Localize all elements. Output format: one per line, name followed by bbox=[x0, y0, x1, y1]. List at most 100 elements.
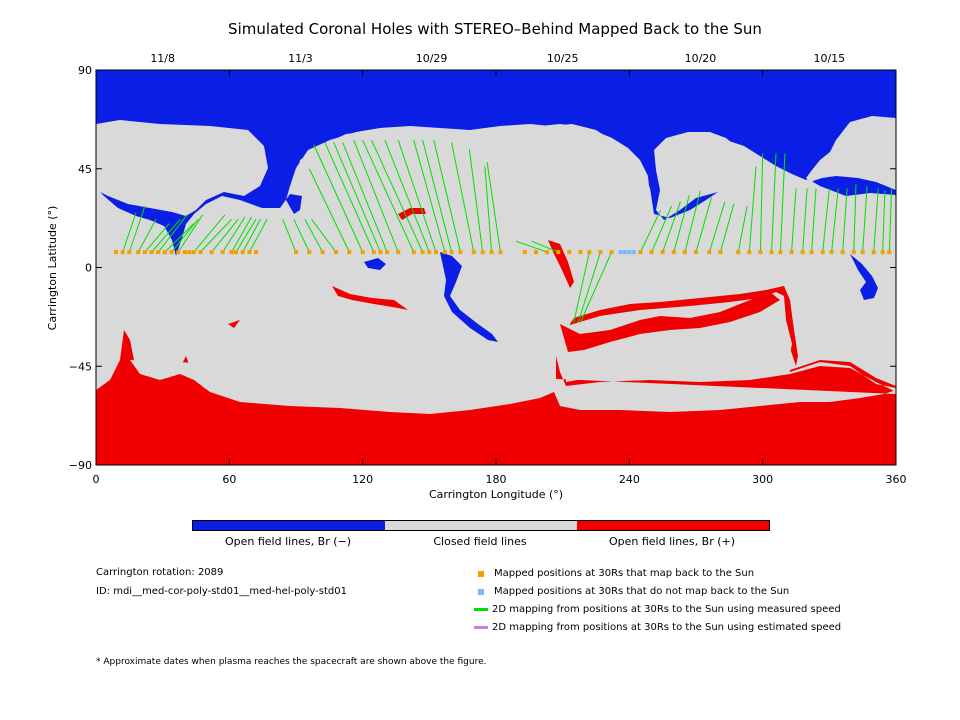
mapped-point bbox=[778, 250, 783, 255]
measured-mapping-line bbox=[313, 144, 364, 253]
mapped-point bbox=[120, 250, 125, 255]
measured-mapping-line bbox=[144, 223, 170, 253]
mapped-point bbox=[294, 250, 298, 255]
measured-mapping-line bbox=[157, 214, 188, 253]
x-tick-label: 120 bbox=[352, 473, 373, 486]
mapped-point bbox=[578, 250, 583, 255]
measured-mapping-line bbox=[484, 166, 493, 253]
mapped-point bbox=[736, 250, 741, 255]
measured-mapping-line bbox=[719, 203, 735, 253]
mapped-point bbox=[545, 250, 550, 255]
mapped-point bbox=[840, 250, 845, 255]
mapped-point bbox=[198, 250, 203, 255]
mapped-point bbox=[307, 250, 312, 255]
mapped-point bbox=[567, 250, 572, 255]
measured-mapping-line bbox=[384, 140, 430, 253]
closed-field-north-middle bbox=[296, 124, 650, 224]
legend-estimated: 2D mapping from positions at 30Rs to the… bbox=[474, 622, 841, 633]
legend-mapped: Mapped positions at 30Rs that map back t… bbox=[478, 568, 754, 579]
legend-mapped-label: Mapped positions at 30Rs that map back t… bbox=[494, 568, 755, 579]
mapped-point bbox=[320, 250, 325, 255]
date-tick-label: 11/3 bbox=[288, 52, 313, 65]
mapped-point bbox=[471, 250, 476, 255]
measured-mapping-line bbox=[771, 153, 777, 253]
legend-measured-swatch bbox=[474, 608, 488, 611]
axis-ticks-layer bbox=[95, 69, 897, 466]
measured-mapping-line bbox=[353, 140, 399, 253]
measured-mapping-line bbox=[433, 140, 461, 253]
mapped-point bbox=[458, 250, 463, 255]
measured-mapping-line bbox=[231, 216, 252, 253]
measured-mapping-line bbox=[791, 188, 797, 253]
chart-title: Simulated Coronal Holes with STEREO–Behi… bbox=[228, 20, 762, 38]
closed-field-north-west bbox=[96, 120, 268, 216]
mapped-point bbox=[649, 250, 654, 255]
legend-measured: 2D mapping from positions at 30Rs to the… bbox=[474, 604, 841, 615]
mapped-point bbox=[149, 250, 154, 255]
colorbar-label-positive: Open field lines, Br (+) bbox=[608, 535, 736, 548]
mapped-point bbox=[442, 250, 447, 255]
mapped-point bbox=[114, 250, 118, 255]
red-patch-middle bbox=[332, 286, 408, 310]
mapped-point bbox=[229, 250, 234, 255]
measured-mapping-line bbox=[515, 240, 548, 253]
mapped-point bbox=[427, 250, 432, 255]
mapped-point bbox=[385, 250, 390, 255]
mapped-point bbox=[169, 250, 174, 255]
mapped-point bbox=[829, 250, 834, 255]
mapped-point bbox=[789, 250, 794, 255]
mapped-point bbox=[434, 250, 438, 255]
mapped-point bbox=[522, 250, 527, 255]
map-regions bbox=[96, 70, 896, 465]
mapped-point bbox=[191, 250, 196, 255]
legend-mapped-swatch bbox=[478, 570, 484, 577]
mapped-point bbox=[136, 250, 141, 255]
mapped-point bbox=[880, 250, 885, 255]
blue-patch-equator-2 bbox=[440, 252, 498, 342]
x-tick-label: 240 bbox=[619, 473, 640, 486]
colorbar bbox=[192, 520, 770, 531]
measured-mapping-line bbox=[200, 218, 232, 253]
measured-mapping-line bbox=[397, 140, 437, 253]
measured-mapping-line bbox=[324, 142, 375, 253]
footnote: * Approximate dates when plasma reaches … bbox=[96, 657, 487, 667]
x-tick-label: 180 bbox=[486, 473, 507, 486]
measured-mapping-line bbox=[151, 218, 181, 253]
mapped-point bbox=[758, 250, 763, 255]
carrington-rotation: Carrington rotation: 2089 bbox=[96, 567, 224, 578]
mapped-point bbox=[176, 250, 181, 255]
mapped-point bbox=[671, 250, 676, 255]
not-mapped-point bbox=[627, 250, 632, 255]
not-mapped-point bbox=[618, 250, 623, 255]
measured-mapping-line bbox=[662, 201, 681, 253]
date-tick-label: 10/29 bbox=[416, 52, 448, 65]
date-tick-label: 10/20 bbox=[685, 52, 717, 65]
mapped-point bbox=[534, 250, 538, 255]
measured-mapping-line bbox=[882, 190, 886, 253]
mapping-lines-layer bbox=[122, 140, 893, 323]
measured-mapping-line bbox=[673, 194, 690, 253]
mapped-point bbox=[187, 250, 192, 255]
measured-mapping-line bbox=[802, 188, 808, 253]
mapped-point bbox=[220, 250, 225, 255]
mapped-point bbox=[371, 250, 376, 255]
mapped-point bbox=[411, 250, 416, 255]
x-tick-label: 360 bbox=[886, 473, 907, 486]
mapped-point bbox=[347, 250, 352, 255]
x-axis-label: Carrington Longitude (°) bbox=[429, 488, 563, 501]
measured-mapping-line bbox=[888, 188, 893, 253]
y-tick-label: −90 bbox=[69, 459, 92, 472]
measured-mapping-line bbox=[293, 219, 310, 253]
measured-mapping-line bbox=[822, 188, 830, 253]
measured-mapping-line bbox=[164, 223, 195, 253]
mapped-point bbox=[449, 250, 454, 255]
mapped-point bbox=[609, 250, 614, 255]
measured-mapping-line bbox=[759, 153, 764, 253]
red-strip-east bbox=[560, 292, 780, 352]
measured-mapping-line bbox=[311, 218, 337, 253]
legend-not-mapped-swatch bbox=[478, 588, 484, 595]
mapped-point bbox=[360, 250, 365, 255]
measured-mapping-line bbox=[333, 142, 381, 253]
measured-mapping-line bbox=[248, 218, 268, 253]
